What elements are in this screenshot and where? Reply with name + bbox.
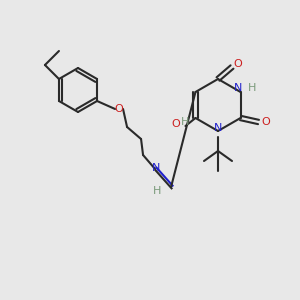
Text: O: O: [261, 117, 270, 127]
Text: N: N: [214, 123, 222, 133]
Text: N: N: [234, 83, 243, 93]
Text: O: O: [171, 119, 180, 129]
Text: N: N: [152, 163, 160, 173]
Text: O: O: [234, 59, 242, 69]
Text: H: H: [181, 117, 190, 127]
Text: H: H: [248, 83, 257, 93]
Text: O: O: [115, 104, 123, 114]
Text: H: H: [153, 186, 161, 196]
